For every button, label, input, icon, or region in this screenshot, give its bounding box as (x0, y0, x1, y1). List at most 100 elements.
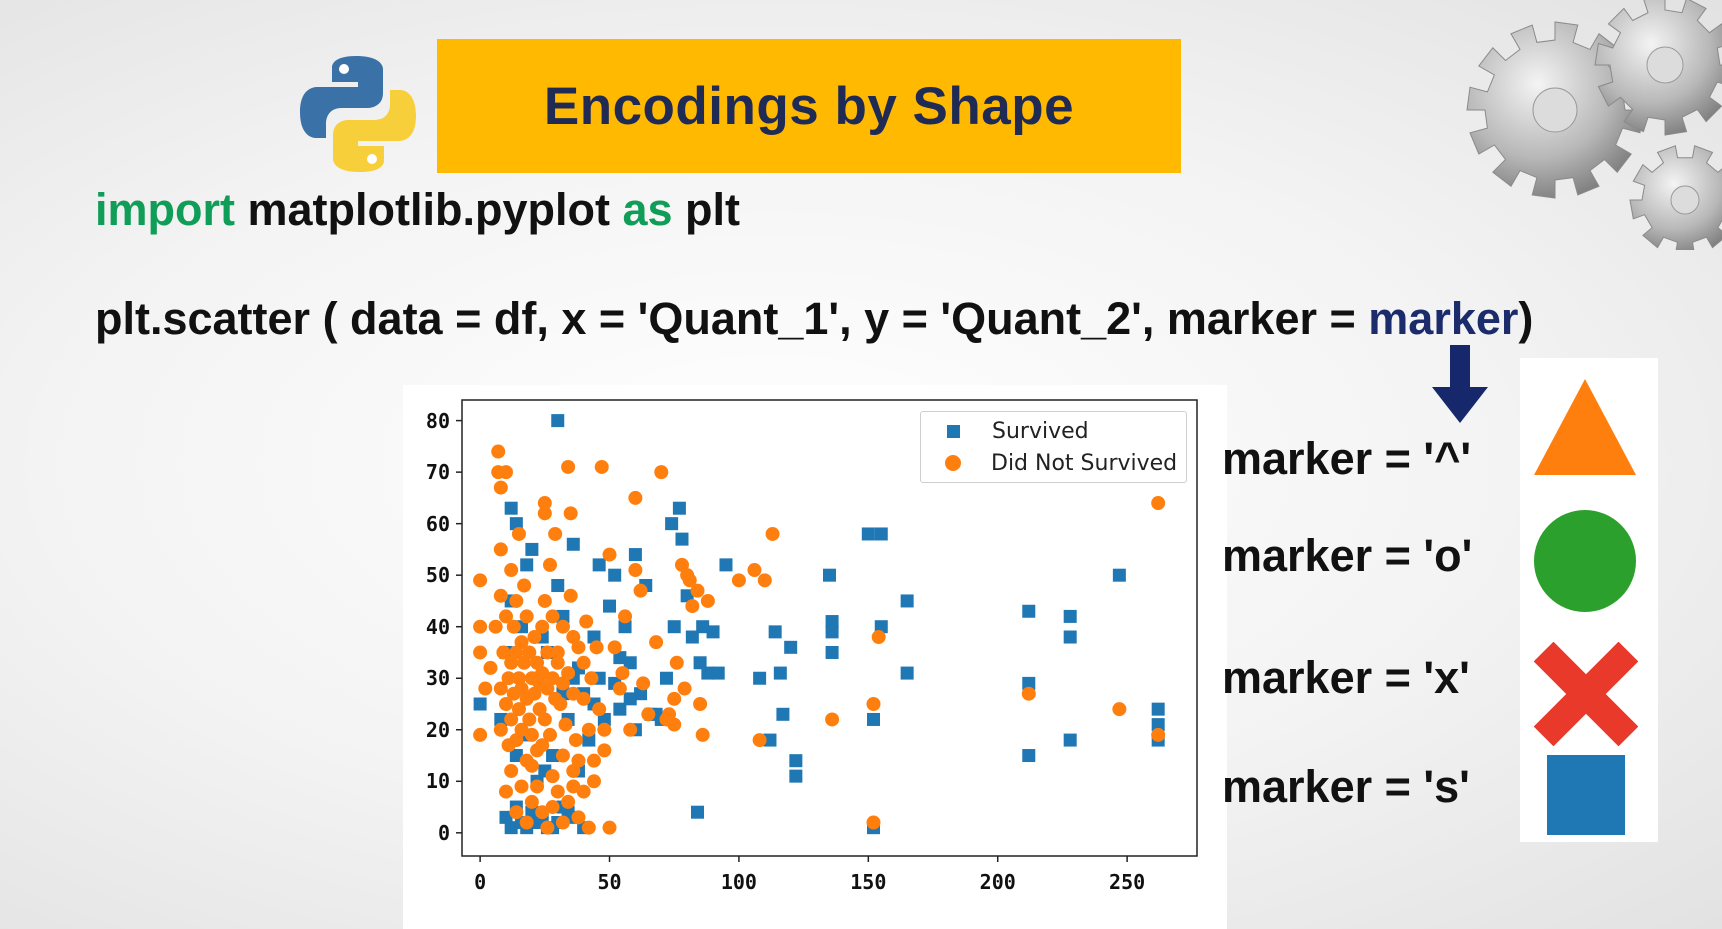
survived-point-93 (509, 749, 523, 763)
module-name: matplotlib.pyplot (235, 184, 623, 235)
did-not-survived-point-6 (488, 619, 503, 634)
did-not-survived-point-35 (517, 655, 532, 670)
code-import-line: import matplotlib.pyplot as plt (95, 184, 740, 236)
did-not-survived-point-63 (550, 645, 565, 660)
x-tick-label-200: 200 (979, 870, 1016, 894)
did-not-survived-point-27 (509, 733, 524, 748)
survived-point-26 (608, 568, 622, 582)
survived-point-79 (499, 810, 513, 824)
survived-point-47 (706, 625, 720, 639)
slide-title: Encodings by Shape (543, 76, 1075, 136)
did-not-survived-point-141 (571, 810, 586, 825)
did-not-survived-point-149 (566, 763, 581, 778)
did-not-survived-point-18 (501, 671, 516, 686)
did-not-survived-point-148 (555, 748, 570, 763)
survived-point-76 (1151, 702, 1165, 716)
did-not-survived-point-50 (535, 666, 550, 681)
alias-name: plt (672, 184, 741, 235)
did-not-survived-point-150 (576, 784, 591, 799)
survived-point-56 (789, 754, 803, 768)
did-not-survived-point-92 (615, 666, 630, 681)
did-not-survived-point-22 (504, 712, 519, 727)
did-not-survived-point-121 (825, 712, 840, 727)
survived-point-24 (597, 712, 611, 726)
did-not-survived-point-123 (866, 697, 881, 711)
legend-label-survived: Survived (992, 418, 1089, 444)
did-not-survived-point-124 (871, 630, 886, 645)
y-tick-label-70: 70 (425, 460, 450, 485)
did-not-survived-point-88 (602, 547, 617, 562)
did-not-survived-point-115 (700, 593, 715, 608)
did-not-survived-point-96 (628, 563, 643, 578)
did-not-survived-point-55 (540, 645, 555, 660)
survived-point-1 (551, 414, 565, 428)
did-not-survived-point-12 (493, 722, 508, 737)
did-not-survived-point-44 (527, 686, 542, 701)
did-not-survived-point-64 (550, 655, 565, 670)
did-not-survived-point-10 (493, 542, 508, 557)
survived-point-66 (874, 620, 888, 634)
survived-point-38 (667, 620, 681, 634)
survived-point-62 (861, 527, 875, 541)
did-not-survived-point-33 (514, 722, 529, 737)
did-not-survived-point-112 (690, 583, 705, 598)
x-tick-label-100: 100 (720, 870, 757, 894)
did-not-survived-point-117 (747, 563, 762, 578)
python-logo (300, 56, 416, 172)
did-not-survived-point-144 (514, 779, 529, 794)
did-not-survived-point-11 (493, 588, 508, 603)
survived-point-71 (1022, 749, 1036, 763)
did-not-survived-point-81 (581, 722, 596, 737)
did-not-survived-point-80 (579, 614, 594, 629)
did-not-survived-point-49 (535, 619, 550, 634)
did-not-survived-point-129 (498, 784, 513, 799)
did-not-survived-point-78 (576, 655, 591, 670)
did-not-survived-point-126 (1112, 702, 1127, 717)
survived-point-8 (520, 558, 534, 572)
did-not-survived-point-62 (548, 526, 563, 541)
survived-point-50 (753, 671, 767, 685)
survived-point-60 (825, 625, 839, 639)
survived-point-5 (504, 501, 518, 515)
marker-label-square: marker = 's' (1222, 761, 1470, 812)
did-not-survived-point-67 (555, 676, 570, 691)
did-not-survived-point-139 (561, 794, 576, 809)
did-not-survived-point-40 (522, 712, 537, 727)
survived-point-27 (613, 702, 627, 716)
scatter-chart: 0 10 20 30 40 50 60 70 80 0 50 100 150 200 250 Survive… (403, 385, 1227, 929)
survived-point-22 (587, 630, 601, 644)
survived-point-25 (603, 599, 617, 613)
scatter-call: plt.scatter ( data = df, x = 'Quant_1', … (95, 293, 1369, 344)
did-not-survived-point-0 (473, 573, 488, 588)
survived-point-70 (1022, 676, 1036, 690)
did-not-survived-point-97 (633, 583, 648, 598)
did-not-survived-point-151 (586, 753, 601, 768)
did-not-survived-point-74 (566, 686, 581, 701)
did-not-survived-point-79 (576, 691, 591, 706)
did-not-survived-point-128 (1151, 727, 1166, 742)
legend-square-marker (947, 424, 960, 438)
x-tick-label-150: 150 (850, 870, 887, 894)
did-not-survived-point-87 (597, 722, 612, 737)
keyword-as: as (622, 184, 673, 235)
square-marker-icon (1547, 755, 1625, 835)
did-not-survived-point-138 (555, 815, 570, 830)
survived-point-75 (1112, 568, 1126, 582)
survived-point-43 (691, 805, 705, 819)
survived-point-29 (623, 656, 637, 670)
survived-point-28 (618, 620, 632, 634)
did-not-survived-point-28 (511, 526, 526, 541)
marker-arg: marker (1368, 293, 1519, 344)
did-not-survived-point-104 (667, 691, 682, 706)
legend-entry-survived: Survived (921, 415, 1089, 447)
survived-point-31 (634, 687, 648, 701)
y-tick-label-40: 40 (425, 614, 450, 639)
survived-point-55 (784, 640, 798, 654)
did-not-survived-point-21 (504, 655, 519, 670)
did-not-survived-point-17 (498, 697, 513, 711)
did-not-survived-point-3 (473, 619, 488, 634)
did-not-survived-point-69 (561, 459, 576, 474)
did-not-survived-point-65 (553, 697, 568, 711)
did-not-survived-point-59 (545, 609, 560, 624)
did-not-survived-point-143 (504, 763, 519, 778)
